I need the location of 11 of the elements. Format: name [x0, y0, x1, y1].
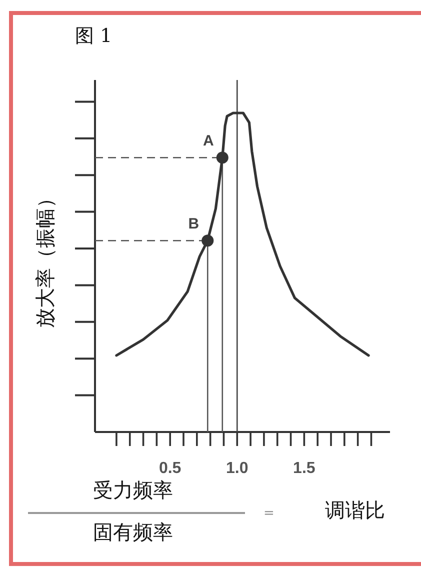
x-tick-label: 1.0: [226, 460, 248, 477]
text: =: [264, 506, 274, 521]
chart-title: 图 1: [75, 25, 112, 47]
y-axis-title: 放大率（振幅）: [33, 188, 57, 328]
x-tick-label: 0.5: [158, 460, 182, 477]
annotation: B: [188, 216, 200, 233]
text: 固有频率: [93, 520, 173, 544]
text: 受力频率: [93, 478, 173, 502]
text: 调谐比: [325, 498, 385, 522]
annotation: A: [202, 132, 214, 150]
x-tick-label: 1.5: [293, 460, 316, 477]
